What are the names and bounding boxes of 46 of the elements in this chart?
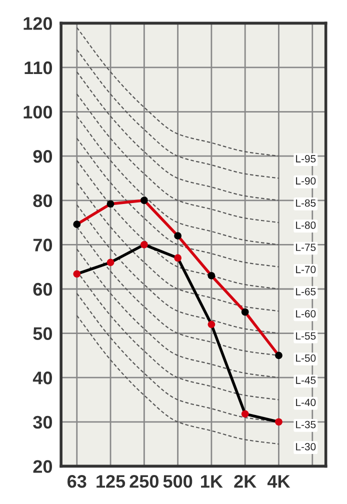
series-label: L-70 <box>296 266 316 274</box>
point <box>208 272 216 280</box>
point <box>241 308 249 316</box>
y-tick-label: 120 <box>24 17 52 30</box>
point <box>208 320 216 328</box>
x-tick-label: 125 <box>96 475 126 488</box>
y-tick-label: 20 <box>33 460 52 473</box>
y-tick-label: 110 <box>24 61 52 74</box>
y-tick-label: 70 <box>33 238 52 252</box>
y-tick-label: 60 <box>33 282 52 296</box>
y-tick-label: 100 <box>24 106 52 119</box>
y-tick-label: 90 <box>33 150 52 163</box>
series-label: L-75 <box>296 244 316 252</box>
point <box>106 200 114 208</box>
series-label: L-30 <box>296 443 316 450</box>
point <box>106 258 114 266</box>
series-label: L-85 <box>296 199 316 207</box>
series-label: L-95 <box>296 155 316 162</box>
x-tick-label: 500 <box>163 475 192 488</box>
series-label: L-45 <box>296 376 316 384</box>
y-tick-label: 80 <box>33 194 52 208</box>
series-label: L-90 <box>296 177 316 185</box>
series-label: L-55 <box>296 332 316 340</box>
point <box>140 196 148 204</box>
y-tick-label: 50 <box>33 327 52 340</box>
x-tick-label: 63 <box>68 475 86 488</box>
point <box>140 241 148 248</box>
series-label: L-80 <box>296 222 316 229</box>
point <box>241 410 249 418</box>
series-label: L-50 <box>296 354 316 362</box>
point <box>275 352 282 360</box>
x-tick-label: 4K <box>267 475 290 488</box>
x-tick-label: 1K <box>201 475 223 488</box>
point <box>73 270 81 278</box>
point <box>275 418 282 426</box>
x-tick-label: 2K <box>234 475 256 488</box>
series-label: L-35 <box>296 420 316 428</box>
point <box>73 220 81 228</box>
point <box>174 254 182 262</box>
series-label: L-65 <box>296 288 316 296</box>
series-label: L-40 <box>296 398 316 406</box>
point <box>174 232 182 240</box>
series-label: L-60 <box>296 310 316 318</box>
y-tick-label: 40 <box>32 372 52 384</box>
x-tick-label: 250 <box>130 475 158 488</box>
y-tick-label: 30 <box>33 416 52 429</box>
